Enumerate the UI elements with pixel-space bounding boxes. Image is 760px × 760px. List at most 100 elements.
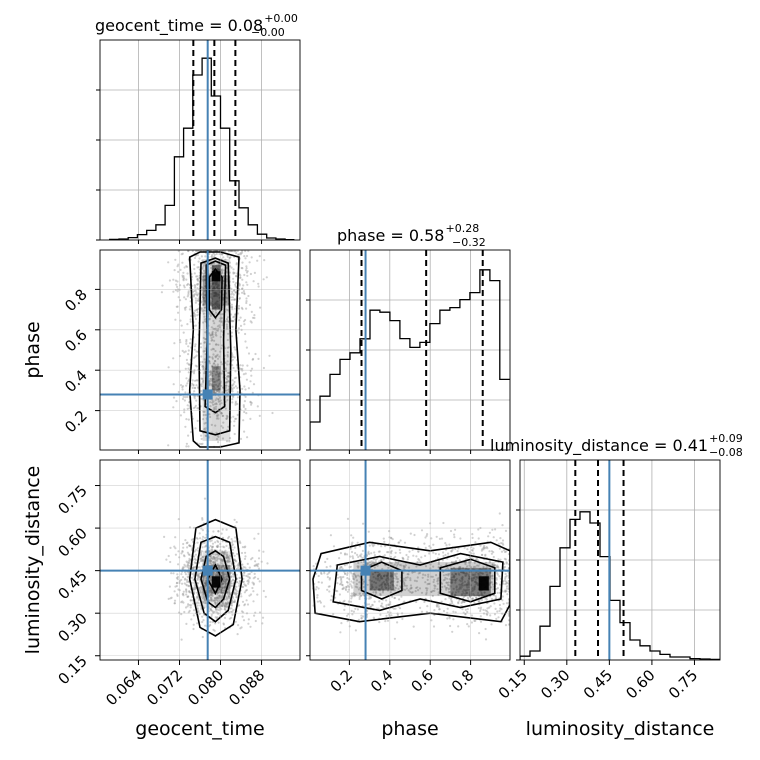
sample-point [172, 383, 175, 386]
sample-point [431, 594, 434, 598]
sample-point [195, 275, 198, 278]
sample-point [182, 284, 186, 287]
sample-point [182, 542, 185, 546]
sample-point [354, 607, 357, 610]
sample-point [203, 306, 206, 309]
truth-marker [360, 565, 371, 576]
sample-point [406, 573, 409, 576]
sample-point [186, 382, 189, 385]
sample-point [395, 572, 398, 575]
sample-point [185, 265, 188, 268]
x-tick-label: 0.75 [665, 666, 701, 702]
sample-point [185, 265, 189, 268]
sample-point [242, 580, 245, 583]
sample-point [239, 276, 242, 279]
sample-point [204, 602, 208, 605]
sample-point [502, 602, 505, 605]
sample-point [185, 338, 188, 342]
sample-point [222, 421, 225, 424]
sample-point [210, 593, 213, 597]
sample-point [472, 576, 475, 579]
sample-point [257, 562, 260, 566]
sample-point [447, 552, 450, 555]
sample-point [203, 278, 206, 281]
sample-point [224, 580, 227, 583]
sample-point [492, 555, 495, 559]
sample-point [342, 600, 345, 603]
sample-point [216, 545, 219, 549]
sample-point [186, 563, 189, 567]
sample-point [186, 541, 189, 544]
sample-point [437, 566, 440, 569]
sample-point [409, 590, 412, 594]
sample-point [223, 546, 226, 549]
sample-point [470, 549, 474, 552]
sample-point [458, 573, 461, 576]
sample-point [398, 598, 401, 601]
sample-point [226, 601, 229, 604]
density-cell [369, 570, 394, 591]
sample-point [184, 391, 187, 394]
sample-point [215, 598, 219, 602]
sample-point [486, 547, 489, 550]
sample-point [437, 603, 440, 606]
sample-point [209, 377, 212, 380]
sample-point [389, 574, 392, 577]
sample-point [342, 575, 345, 579]
sample-point [253, 572, 256, 576]
sample-point [200, 355, 203, 358]
sample-point [261, 616, 265, 619]
sample-point [197, 610, 200, 614]
truth-marker [202, 565, 213, 576]
sample-point [211, 364, 214, 367]
sample-point [464, 563, 467, 566]
sample-point [223, 585, 227, 589]
sample-point [223, 552, 226, 555]
sample-point [211, 379, 214, 382]
sample-point [243, 557, 247, 561]
sample-point [360, 617, 363, 620]
sample-point [411, 591, 414, 594]
sample-point [182, 279, 185, 282]
sample-point [379, 613, 382, 616]
sample-point [352, 610, 355, 613]
sample-point [209, 295, 213, 298]
sample-point [221, 571, 225, 574]
sample-point [230, 250, 234, 253]
density-cell [478, 576, 489, 591]
sample-point [209, 284, 212, 288]
sample-point [421, 576, 424, 579]
sample-point [242, 373, 245, 376]
sample-point [492, 536, 495, 539]
sample-point [220, 583, 223, 587]
sample-point [230, 384, 233, 387]
sample-point [227, 565, 231, 568]
sample-point [497, 558, 500, 561]
sample-point [477, 599, 480, 603]
sample-point [174, 536, 177, 539]
sample-point [402, 557, 405, 561]
sample-point [188, 590, 191, 594]
sample-point [238, 297, 241, 300]
sample-point [181, 385, 185, 388]
sample-point [208, 382, 211, 385]
sample-point [461, 581, 464, 585]
sample-point [218, 324, 221, 327]
sample-point [230, 303, 233, 306]
sample-point [253, 314, 256, 317]
sample-point [325, 566, 328, 569]
sample-point [407, 573, 410, 576]
sample-point [457, 602, 460, 605]
sample-point [344, 588, 348, 592]
sample-point [482, 612, 486, 615]
sample-point [319, 601, 322, 604]
sample-point [384, 620, 387, 623]
sample-point [370, 605, 373, 608]
sample-point [249, 272, 252, 276]
sample-point [262, 278, 265, 281]
sample-point [187, 580, 190, 583]
sample-point [247, 622, 250, 625]
sample-point [257, 567, 261, 570]
sample-point [411, 548, 414, 552]
